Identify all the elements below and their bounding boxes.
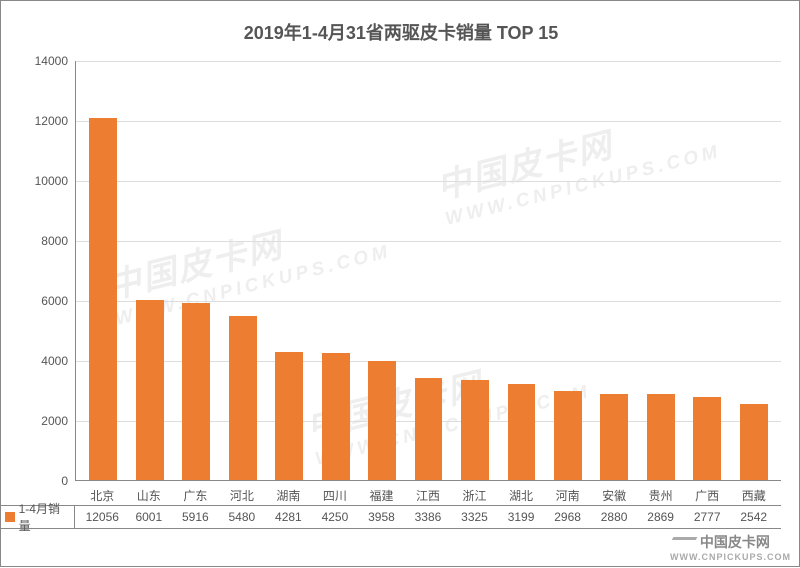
x-tick-label: 河南 xyxy=(544,487,591,504)
bar-slot xyxy=(684,61,730,480)
bar xyxy=(600,394,628,480)
bar xyxy=(275,352,303,480)
bar-slot xyxy=(266,61,312,480)
y-tick-label: 2000 xyxy=(41,414,76,428)
series-label: 1-4月销量 xyxy=(19,500,70,534)
data-cell: 4281 xyxy=(265,506,312,528)
data-table: 1-4月销量 120566001591654804281425039583386… xyxy=(1,505,781,529)
x-tick-label: 广东 xyxy=(172,487,219,504)
bar-series xyxy=(76,61,781,480)
bar xyxy=(508,384,536,480)
y-tick-label: 0 xyxy=(61,474,76,488)
data-cell: 12056 xyxy=(79,506,126,528)
data-cell: 3958 xyxy=(358,506,405,528)
bar-slot xyxy=(126,61,172,480)
legend-swatch-icon xyxy=(5,512,15,522)
chart-title: 2019年1-4月31省两驱皮卡销量 TOP 15 xyxy=(1,1,800,45)
series-legend: 1-4月销量 xyxy=(1,506,75,528)
data-cell: 6001 xyxy=(126,506,173,528)
bar xyxy=(415,378,443,480)
y-tick-label: 10000 xyxy=(35,174,76,188)
chart-container: 2019年1-4月31省两驱皮卡销量 TOP 15 中国皮卡网 WWW.CNPIC… xyxy=(1,1,800,568)
bar xyxy=(740,404,768,480)
y-tick-label: 14000 xyxy=(35,54,76,68)
bar-slot xyxy=(591,61,637,480)
bar-slot xyxy=(80,61,126,480)
data-cell: 5916 xyxy=(172,506,219,528)
x-tick-label: 山东 xyxy=(126,487,173,504)
data-cell: 2777 xyxy=(684,506,731,528)
y-tick-label: 4000 xyxy=(41,354,76,368)
bar-slot xyxy=(452,61,498,480)
x-tick-label: 河北 xyxy=(219,487,266,504)
bar xyxy=(89,118,117,480)
x-tick-label: 西藏 xyxy=(730,487,777,504)
data-cell: 2542 xyxy=(730,506,777,528)
x-tick-label: 浙江 xyxy=(451,487,498,504)
footer-brand: 中国皮卡网 xyxy=(700,534,770,550)
x-tick-label: 江西 xyxy=(405,487,452,504)
bar xyxy=(647,394,675,480)
bar-slot xyxy=(173,61,219,480)
bar-slot xyxy=(638,61,684,480)
data-cell: 3325 xyxy=(451,506,498,528)
x-tick-label: 湖北 xyxy=(498,487,545,504)
x-tick-label: 湖南 xyxy=(265,487,312,504)
data-cell: 2968 xyxy=(544,506,591,528)
data-cell: 4250 xyxy=(312,506,359,528)
bar xyxy=(229,316,257,480)
x-axis-labels: 北京山东广东河北湖南四川福建江西浙江湖北河南安徽贵州广西西藏 xyxy=(75,487,781,504)
bar-slot xyxy=(731,61,777,480)
bar xyxy=(693,397,721,480)
bar xyxy=(368,361,396,480)
bar-slot xyxy=(498,61,544,480)
plot-area: 02000400060008000100001200014000 xyxy=(75,61,781,481)
bar-slot xyxy=(545,61,591,480)
data-cell: 2880 xyxy=(591,506,638,528)
x-tick-label: 福建 xyxy=(358,487,405,504)
y-tick-label: 6000 xyxy=(41,294,76,308)
footer-watermark: 中国皮卡网 WWW.CNPICKUPS.COM xyxy=(670,532,791,562)
bar xyxy=(136,300,164,480)
bar-slot xyxy=(219,61,265,480)
bar xyxy=(461,380,489,480)
footer-url: WWW.CNPICKUPS.COM xyxy=(670,552,791,562)
bar xyxy=(322,353,350,481)
y-tick-label: 12000 xyxy=(35,114,76,128)
bar-slot xyxy=(359,61,405,480)
data-cell: 2869 xyxy=(637,506,684,528)
x-tick-label: 安徽 xyxy=(591,487,638,504)
data-cell: 3199 xyxy=(498,506,545,528)
data-row: 1205660015916548042814250395833863325319… xyxy=(75,506,781,528)
roof-icon xyxy=(667,537,698,549)
x-tick-label: 北京 xyxy=(79,487,126,504)
data-cell: 3386 xyxy=(405,506,452,528)
data-cell: 5480 xyxy=(219,506,266,528)
bar-slot xyxy=(312,61,358,480)
bar xyxy=(554,391,582,480)
y-tick-label: 8000 xyxy=(41,234,76,248)
bar-slot xyxy=(405,61,451,480)
x-tick-label: 广西 xyxy=(684,487,731,504)
bar xyxy=(182,303,210,480)
x-tick-label: 贵州 xyxy=(637,487,684,504)
x-tick-label: 四川 xyxy=(312,487,359,504)
